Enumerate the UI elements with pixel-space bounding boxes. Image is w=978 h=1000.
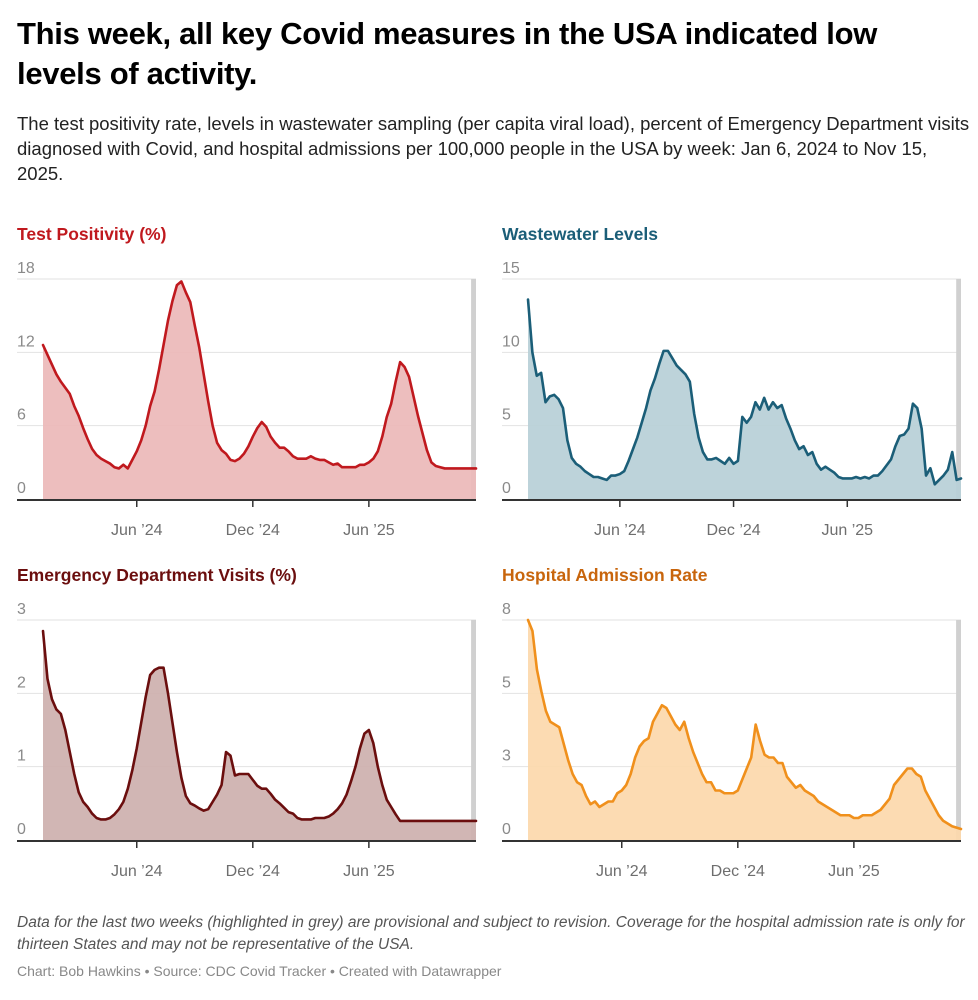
chart-hospital: 0 3 5 8 Jun ’24 Dec ’24 Jun ’25 bbox=[502, 601, 963, 880]
provisional-band bbox=[471, 620, 476, 840]
panel-test-positivity: Test Positivity (%) 0 6 12 18 Jun ’24 Dec ’24… bbox=[17, 224, 487, 564]
panel-emergency: Emergency Department Visits (%) 0 1 2 3 Jun … bbox=[17, 565, 487, 905]
y-tick-label: 0 bbox=[502, 821, 511, 838]
x-tick-label: Jun ’25 bbox=[343, 863, 395, 880]
chart-wastewater: 0 5 10 15 Jun ’24 Dec ’24 Jun ’25 bbox=[502, 260, 963, 539]
x-tick-label: Dec ’24 bbox=[226, 863, 280, 880]
panel-hospital: Hospital Admission Rate 0 3 5 8 Jun ’24 Dec ’… bbox=[502, 565, 972, 905]
provisional-band bbox=[956, 620, 961, 840]
area-fill bbox=[43, 281, 476, 499]
y-tick-label: 18 bbox=[17, 260, 35, 277]
chart-test-positivity: 0 6 12 18 Jun ’24 Dec ’24 Jun ’25 bbox=[17, 260, 478, 539]
panel-title-hospital: Hospital Admission Rate bbox=[502, 565, 708, 585]
panel-title-test-positivity: Test Positivity (%) bbox=[17, 224, 167, 244]
y-tick-label: 1 bbox=[17, 748, 26, 765]
chart-notes: Data for the last two weeks (highlighted… bbox=[17, 914, 965, 953]
x-tick-label: Jun ’25 bbox=[821, 522, 873, 539]
y-tick-label: 0 bbox=[17, 821, 26, 838]
y-tick-label: 8 bbox=[502, 601, 511, 618]
x-tick-label: Dec ’24 bbox=[711, 863, 765, 880]
x-tick-label: Jun ’25 bbox=[828, 863, 880, 880]
y-tick-label: 5 bbox=[502, 407, 511, 424]
area-fill bbox=[528, 620, 961, 840]
chart-emergency: 0 1 2 3 Jun ’24 Dec ’24 Jun ’25 bbox=[17, 601, 478, 880]
provisional-band bbox=[956, 279, 961, 499]
series-line bbox=[526, 298, 963, 486]
area-fill bbox=[43, 631, 476, 840]
x-tick-label: Dec ’24 bbox=[226, 522, 280, 539]
series-line bbox=[526, 618, 963, 831]
chart-credit: Chart: Bob Hawkins • Source: CDC Covid T… bbox=[17, 963, 502, 979]
x-tick-label: Jun ’25 bbox=[343, 522, 395, 539]
panel-title-wastewater: Wastewater Levels bbox=[502, 224, 658, 244]
series-line bbox=[41, 280, 478, 470]
x-tick-label: Jun ’24 bbox=[594, 522, 646, 539]
y-tick-label: 10 bbox=[502, 333, 520, 350]
provisional-band bbox=[471, 279, 476, 499]
y-tick-label: 5 bbox=[502, 674, 511, 691]
panel-wastewater: Wastewater Levels 0 5 10 15 Jun ’24 Dec ’24 Ju… bbox=[502, 224, 972, 564]
x-tick-label: Jun ’24 bbox=[111, 522, 163, 539]
y-tick-label: 12 bbox=[17, 333, 35, 350]
chart-title: This week, all key Covid measures in the… bbox=[17, 16, 878, 91]
y-tick-label: 0 bbox=[502, 480, 511, 497]
panel-title-emergency: Emergency Department Visits (%) bbox=[17, 565, 297, 585]
series-line bbox=[41, 629, 478, 823]
y-tick-label: 6 bbox=[17, 407, 26, 424]
y-tick-label: 3 bbox=[17, 601, 26, 618]
y-tick-label: 0 bbox=[17, 480, 26, 497]
x-tick-label: Jun ’24 bbox=[111, 863, 163, 880]
y-tick-label: 15 bbox=[502, 260, 520, 277]
y-tick-label: 3 bbox=[502, 748, 511, 765]
chart-subtitle: The test positivity rate, levels in wast… bbox=[17, 113, 970, 184]
x-tick-label: Dec ’24 bbox=[706, 522, 760, 539]
area-fill bbox=[528, 299, 961, 499]
y-tick-label: 2 bbox=[17, 674, 26, 691]
x-tick-label: Jun ’24 bbox=[596, 863, 648, 880]
